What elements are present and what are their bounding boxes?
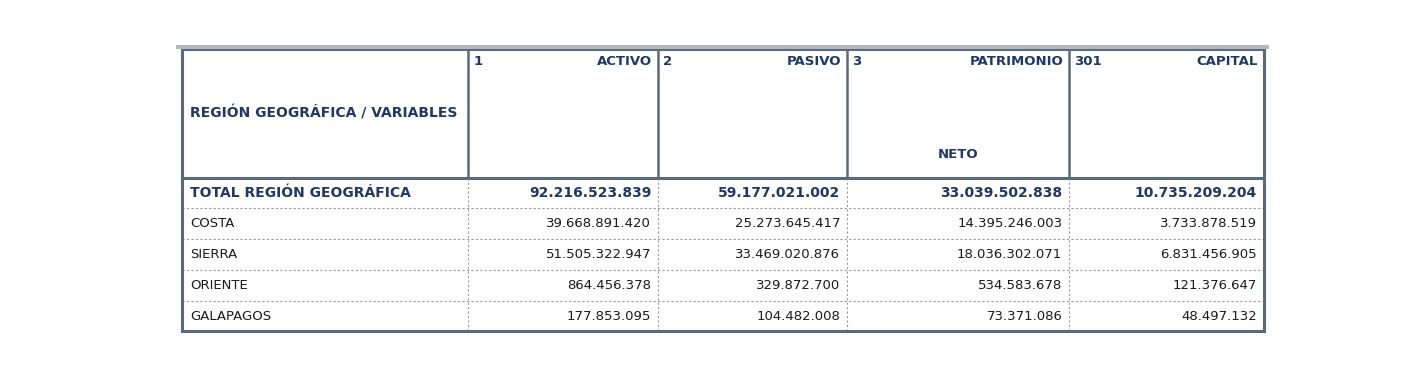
Bar xyxy=(176,39,1269,49)
Text: 3: 3 xyxy=(853,55,862,68)
Text: 14.395.246.003: 14.395.246.003 xyxy=(957,217,1062,230)
Text: 39.668.891.420: 39.668.891.420 xyxy=(546,217,651,230)
Text: 6.831.456.905: 6.831.456.905 xyxy=(1160,248,1256,261)
Text: 33.039.502.838: 33.039.502.838 xyxy=(940,186,1062,200)
Text: 73.371.086: 73.371.086 xyxy=(987,310,1062,322)
Text: COSTA: COSTA xyxy=(190,217,235,230)
Text: PATRIMONIO: PATRIMONIO xyxy=(970,55,1063,68)
Text: 301: 301 xyxy=(1074,55,1101,68)
Text: ACTIVO: ACTIVO xyxy=(596,55,653,68)
Text: 51.505.322.947: 51.505.322.947 xyxy=(546,248,651,261)
Text: 48.497.132: 48.497.132 xyxy=(1182,310,1256,322)
Text: 33.469.020.876: 33.469.020.876 xyxy=(736,248,840,261)
Text: REGIÓN GEOGRÁFICA / VARIABLES: REGIÓN GEOGRÁFICA / VARIABLES xyxy=(190,106,458,121)
Text: 3.733.878.519: 3.733.878.519 xyxy=(1160,217,1256,230)
Text: 121.376.647: 121.376.647 xyxy=(1173,279,1256,292)
Text: 18.036.302.071: 18.036.302.071 xyxy=(957,248,1062,261)
Text: 10.735.209.204: 10.735.209.204 xyxy=(1135,186,1256,200)
Text: NETO: NETO xyxy=(938,148,979,161)
Text: 864.456.378: 864.456.378 xyxy=(567,279,651,292)
Text: 329.872.700: 329.872.700 xyxy=(756,279,840,292)
Text: PASIVO: PASIVO xyxy=(787,55,842,68)
Text: SIERRA: SIERRA xyxy=(190,248,238,261)
Text: 59.177.021.002: 59.177.021.002 xyxy=(718,186,840,200)
Text: 534.583.678: 534.583.678 xyxy=(979,279,1062,292)
Text: 177.853.095: 177.853.095 xyxy=(567,310,651,322)
Text: 92.216.523.839: 92.216.523.839 xyxy=(529,186,651,200)
Text: 104.482.008: 104.482.008 xyxy=(757,310,840,322)
Text: 25.273.645.417: 25.273.645.417 xyxy=(735,217,840,230)
Text: CAPITAL: CAPITAL xyxy=(1197,55,1258,68)
Text: 1: 1 xyxy=(474,55,484,68)
Text: TOTAL REGIÓN GEOGRÁFICA: TOTAL REGIÓN GEOGRÁFICA xyxy=(190,186,412,200)
Text: GALAPAGOS: GALAPAGOS xyxy=(190,310,272,322)
Text: ORIENTE: ORIENTE xyxy=(190,279,248,292)
Text: 2: 2 xyxy=(663,55,673,68)
